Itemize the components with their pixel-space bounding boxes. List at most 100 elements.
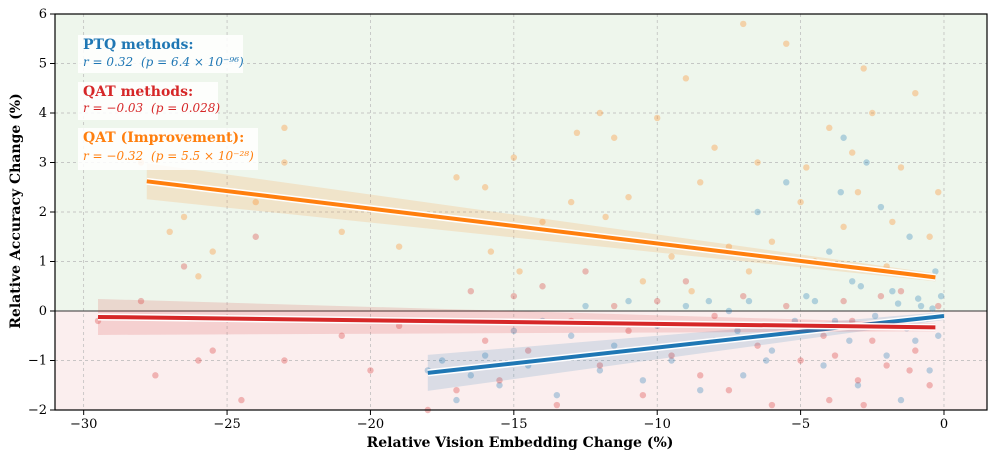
qat_improvement-point-10 [453, 174, 460, 181]
qat_improvement-point-36 [912, 90, 919, 97]
qat-point-44 [897, 288, 905, 295]
ptq-point-59 [745, 297, 753, 305]
qat-point-52 [820, 332, 827, 339]
qat_improvement-point-40 [849, 149, 856, 156]
qat_improvement-point-30 [826, 124, 833, 132]
ptq-point-45 [438, 357, 446, 364]
ptq-point-14 [849, 278, 856, 285]
qat_improvement-point-5 [252, 198, 259, 206]
ptq-point-41 [496, 382, 503, 389]
x-tick-label-3: −15 [500, 417, 527, 432]
qat_improvement-point-4 [209, 248, 216, 255]
annotation-stat-qat-improvement: r = −0.32 (p = 5.5 × 10⁻²⁸) [83, 149, 254, 163]
y-tick-label-6: 4 [39, 106, 47, 121]
qat_improvement-point-41 [889, 218, 896, 226]
ptq-point-10 [877, 203, 885, 211]
y-tick-label-2: 0 [39, 304, 47, 319]
qat-point-30 [697, 372, 704, 379]
ptq-point-34 [596, 367, 604, 374]
qat-point-31 [711, 312, 718, 320]
ptq-point-60 [734, 327, 741, 334]
ptq-point-17 [826, 248, 833, 255]
ptq-point-52 [871, 312, 879, 320]
qat-point-27 [654, 297, 661, 305]
ptq-point-49 [914, 295, 922, 302]
qat_improvement-point-28 [797, 198, 804, 206]
qat_improvement-point-47 [516, 268, 523, 275]
qat_improvement-point-39 [860, 65, 867, 72]
regression-lines [97, 163, 945, 391]
qat-point-2 [152, 372, 159, 379]
y-tick-label-4: 2 [39, 205, 47, 220]
qat-point-20 [553, 401, 561, 409]
annotation-ptq: PTQ methods: r = 0.32 (p = 6.4 × 10⁻⁹⁶) [78, 35, 244, 73]
qat_improvement-point-48 [602, 213, 609, 221]
annotation-stat-ptq: r = 0.32 (p = 6.4 × 10⁻⁹⁶) [83, 55, 244, 69]
ptq-point-4 [917, 302, 925, 310]
qat-point-3 [180, 263, 188, 270]
qat-point-5 [209, 347, 216, 354]
ptq-point-32 [625, 297, 632, 305]
y-tick-label-3: 1 [39, 255, 47, 270]
qat-point-22 [582, 268, 589, 275]
ptq-point-43 [467, 372, 475, 379]
qat_improvement-point-9 [395, 243, 403, 250]
x-tick-label-5: −5 [791, 417, 810, 432]
qat_improvement-point-35 [897, 164, 905, 171]
ptq-point-22 [768, 347, 776, 354]
ptq-point-44 [453, 396, 460, 404]
qat_improvement-point-19 [668, 253, 675, 260]
qat_improvement-fit-line [146, 179, 936, 280]
qat_improvement-point-42 [803, 164, 810, 171]
qat_improvement-point-7 [281, 159, 288, 166]
qat-point-6 [238, 396, 245, 404]
annotation-stat-qat: r = −0.03 (p = 0.028) [83, 101, 220, 115]
qat-point-49 [860, 401, 867, 409]
qat_improvement-point-8 [338, 228, 345, 235]
qat_improvement-point-14 [567, 198, 575, 206]
qat_improvement-point-18 [654, 114, 661, 122]
qat-point-10 [367, 367, 374, 374]
qat-point-32 [725, 387, 733, 394]
qat-point-54 [906, 367, 913, 374]
qat_improvement-point-17 [625, 193, 632, 201]
ptq-point-8 [889, 288, 896, 295]
annotation-box-qat [78, 82, 218, 120]
ptq-point-58 [762, 357, 770, 364]
ptq-point-13 [854, 382, 862, 389]
annotation-title-qat-improvement: QAT (Improvement): [83, 130, 244, 146]
qat-point-18 [524, 347, 532, 354]
ptq-point-36 [567, 332, 575, 339]
qat_improvement-point-25 [754, 159, 761, 166]
qat_improvement-point-16 [611, 134, 618, 141]
ptq-point-28 [682, 302, 690, 310]
y-tick-label-0: −2 [28, 403, 47, 418]
annotation-title-qat: QAT methods: [83, 84, 193, 100]
qat-point-43 [883, 362, 890, 369]
qat_improvement-point-2 [180, 213, 188, 221]
x-tick-label-4: −10 [643, 417, 670, 432]
annotation-box-ptq [78, 35, 243, 73]
qat-point-35 [768, 401, 776, 409]
qat-point-33 [740, 292, 747, 300]
ptq-point-61 [705, 297, 713, 305]
qat_improvement-point-6 [281, 124, 288, 132]
annotation-qat: QAT methods: r = −0.03 (p = 0.028) [78, 82, 220, 120]
ptq-point-29 [668, 357, 675, 364]
qat_improvement-point-38 [935, 189, 942, 196]
ptq-point-25 [725, 307, 733, 315]
qat_improvement-point-21 [697, 179, 704, 186]
qat-point-25 [625, 327, 632, 334]
qat-point-9 [338, 332, 345, 339]
qat_improvement-point-32 [854, 189, 862, 196]
ptq-point-21 [783, 179, 790, 186]
qat_improvement-point-20 [682, 75, 690, 82]
qat-point-1 [137, 297, 145, 305]
qat-point-15 [481, 337, 489, 344]
qat_improvement-point-24 [740, 20, 747, 28]
y-axis-label: Relative Accuracy Change (%) [8, 93, 24, 328]
qat-point-13 [453, 387, 460, 394]
qat-point-11 [395, 322, 403, 330]
ptq-point-24 [740, 372, 747, 379]
